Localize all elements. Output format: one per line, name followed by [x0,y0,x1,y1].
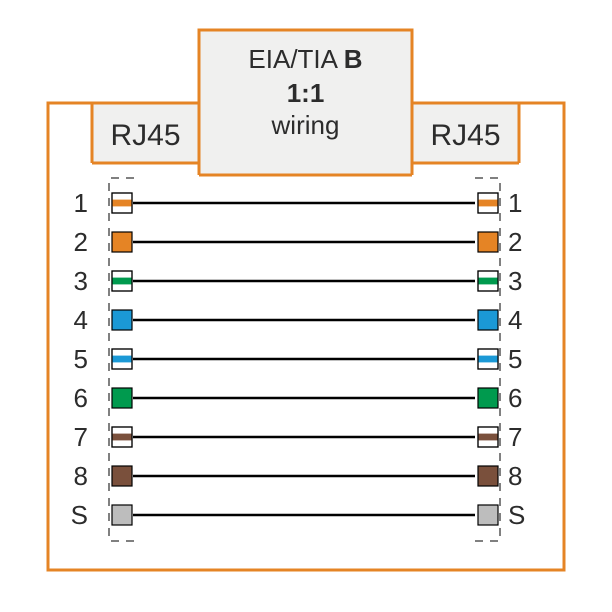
svg-text:6: 6 [508,383,522,413]
svg-text:S: S [508,500,525,530]
svg-text:6: 6 [74,383,88,413]
svg-text:8: 8 [508,461,522,491]
svg-text:5: 5 [508,344,522,374]
svg-text:4: 4 [508,305,522,335]
svg-text:RJ45: RJ45 [430,119,500,152]
wiring-diagram: EIA/TIA B 1:1wiring RJ45 RJ45 1 1 2 2 3 3 4 4 5 5 6 6 7 7… [0,0,612,612]
svg-text:8: 8 [74,461,88,491]
diagram-svg: EIA/TIA B 1:1wiring RJ45 RJ45 1 1 2 2 3 3 4 4 5 5 6 6 7 7… [0,0,612,612]
svg-text:2: 2 [508,227,522,257]
svg-text:RJ45: RJ45 [110,119,180,152]
svg-text:4: 4 [74,305,88,335]
svg-text:5: 5 [74,344,88,374]
svg-text:7: 7 [508,422,522,452]
svg-text:EIA/TIA B: EIA/TIA B [248,44,362,74]
svg-text:3: 3 [508,266,522,296]
svg-text:2: 2 [74,227,88,257]
svg-text:1: 1 [508,188,522,218]
svg-text:S: S [71,500,88,530]
svg-text:3: 3 [74,266,88,296]
svg-text:1: 1 [74,188,88,218]
svg-text:7: 7 [74,422,88,452]
svg-text:1:1: 1:1 [287,78,325,108]
svg-text:wiring: wiring [271,110,340,140]
